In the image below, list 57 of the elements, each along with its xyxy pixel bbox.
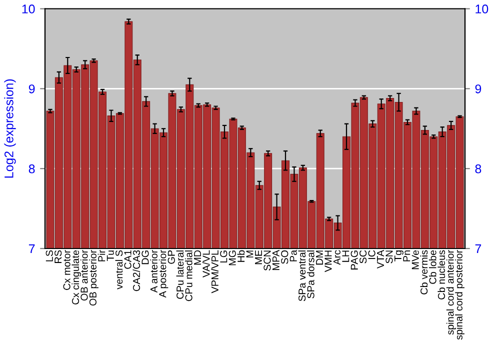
y-axis-title: Log2 (expression) — [4, 79, 16, 178]
y-tick-label: 7 — [28, 244, 35, 254]
x-tick-label: Tu — [106, 250, 114, 261]
x-tick-label: CA2/CA3 — [132, 250, 140, 292]
y2-tick-label: 9 — [475, 84, 482, 94]
x-tick-label: ME — [255, 250, 262, 264]
x-tick-label: SPa ventral — [298, 250, 306, 302]
y2-tick-label: 7 — [475, 244, 482, 254]
x-tick-label: VTA — [377, 250, 384, 269]
x-tick-label: Cb nucleus — [438, 250, 446, 300]
x-tick-label: DG — [142, 250, 149, 264]
x-tick-label: SC — [360, 250, 367, 264]
x-tick-label: SCN — [264, 250, 271, 271]
x-tick-label: Cx motor — [63, 250, 70, 290]
x-tick-label: CA1 — [124, 250, 132, 269]
x-tick-label: VPM/VPL — [211, 250, 218, 294]
y-tick-label: 10 — [22, 4, 35, 14]
x-tick-label: Pn — [403, 250, 410, 262]
x-tick-label: ventral S — [115, 250, 123, 290]
x-tick-label: Cx cingulate — [72, 250, 82, 304]
x-tick-label: Tg — [394, 250, 404, 262]
x-tick-label: Pir — [98, 250, 106, 262]
x-tick-label: Cb lobe — [428, 250, 436, 284]
x-tick-label: VA/VL — [202, 250, 210, 278]
x-tick-label: MVe — [412, 250, 419, 270]
x-tick-label: spinal cord anterior — [446, 250, 456, 335]
x-tick-label: PAG — [350, 250, 358, 270]
x-tick-label: VMH — [324, 250, 332, 272]
x-tick-label: Pa — [290, 250, 297, 262]
y-tick-label: 8 — [28, 164, 35, 174]
x-tick-label: RS — [54, 250, 62, 263]
x-tick-label: MG — [228, 250, 236, 266]
y2-tick-label: 10 — [476, 4, 488, 14]
x-tick-label: MPA — [272, 250, 280, 270]
x-tick-label: MD — [194, 250, 201, 265]
x-tick-label: Cb vermis — [420, 250, 428, 294]
x-tick-label: A posterior — [158, 250, 168, 298]
x-tick-label: OB anterior — [80, 250, 88, 301]
x-tick-label: IC — [368, 250, 376, 259]
x-tick-label: SN — [386, 250, 393, 264]
x-tick-label: LG — [220, 250, 228, 262]
x-tick-label: SO — [281, 250, 288, 264]
x-tick-label: SPa dorsal — [306, 250, 314, 298]
x-tick-label: spinal cord posterior — [455, 250, 464, 340]
x-tick-label: M — [246, 250, 254, 258]
x-tick-label: OB posterior — [89, 250, 98, 306]
x-tick-label: Arc — [333, 250, 340, 265]
x-tick-label: CPu medial — [184, 250, 192, 302]
x-tick-label: LS — [46, 250, 53, 262]
x-tick-label: Hb — [237, 250, 245, 262]
x-tick-label: LH — [342, 250, 350, 262]
x-tick-label: DM — [316, 250, 323, 265]
x-tick-label: A anterior — [150, 250, 158, 293]
y2-tick-label: 8 — [475, 164, 482, 174]
x-tick-label: CPu lateral — [176, 250, 184, 299]
x-tick-label: GP — [168, 250, 175, 264]
y-tick-label: 9 — [28, 84, 35, 94]
